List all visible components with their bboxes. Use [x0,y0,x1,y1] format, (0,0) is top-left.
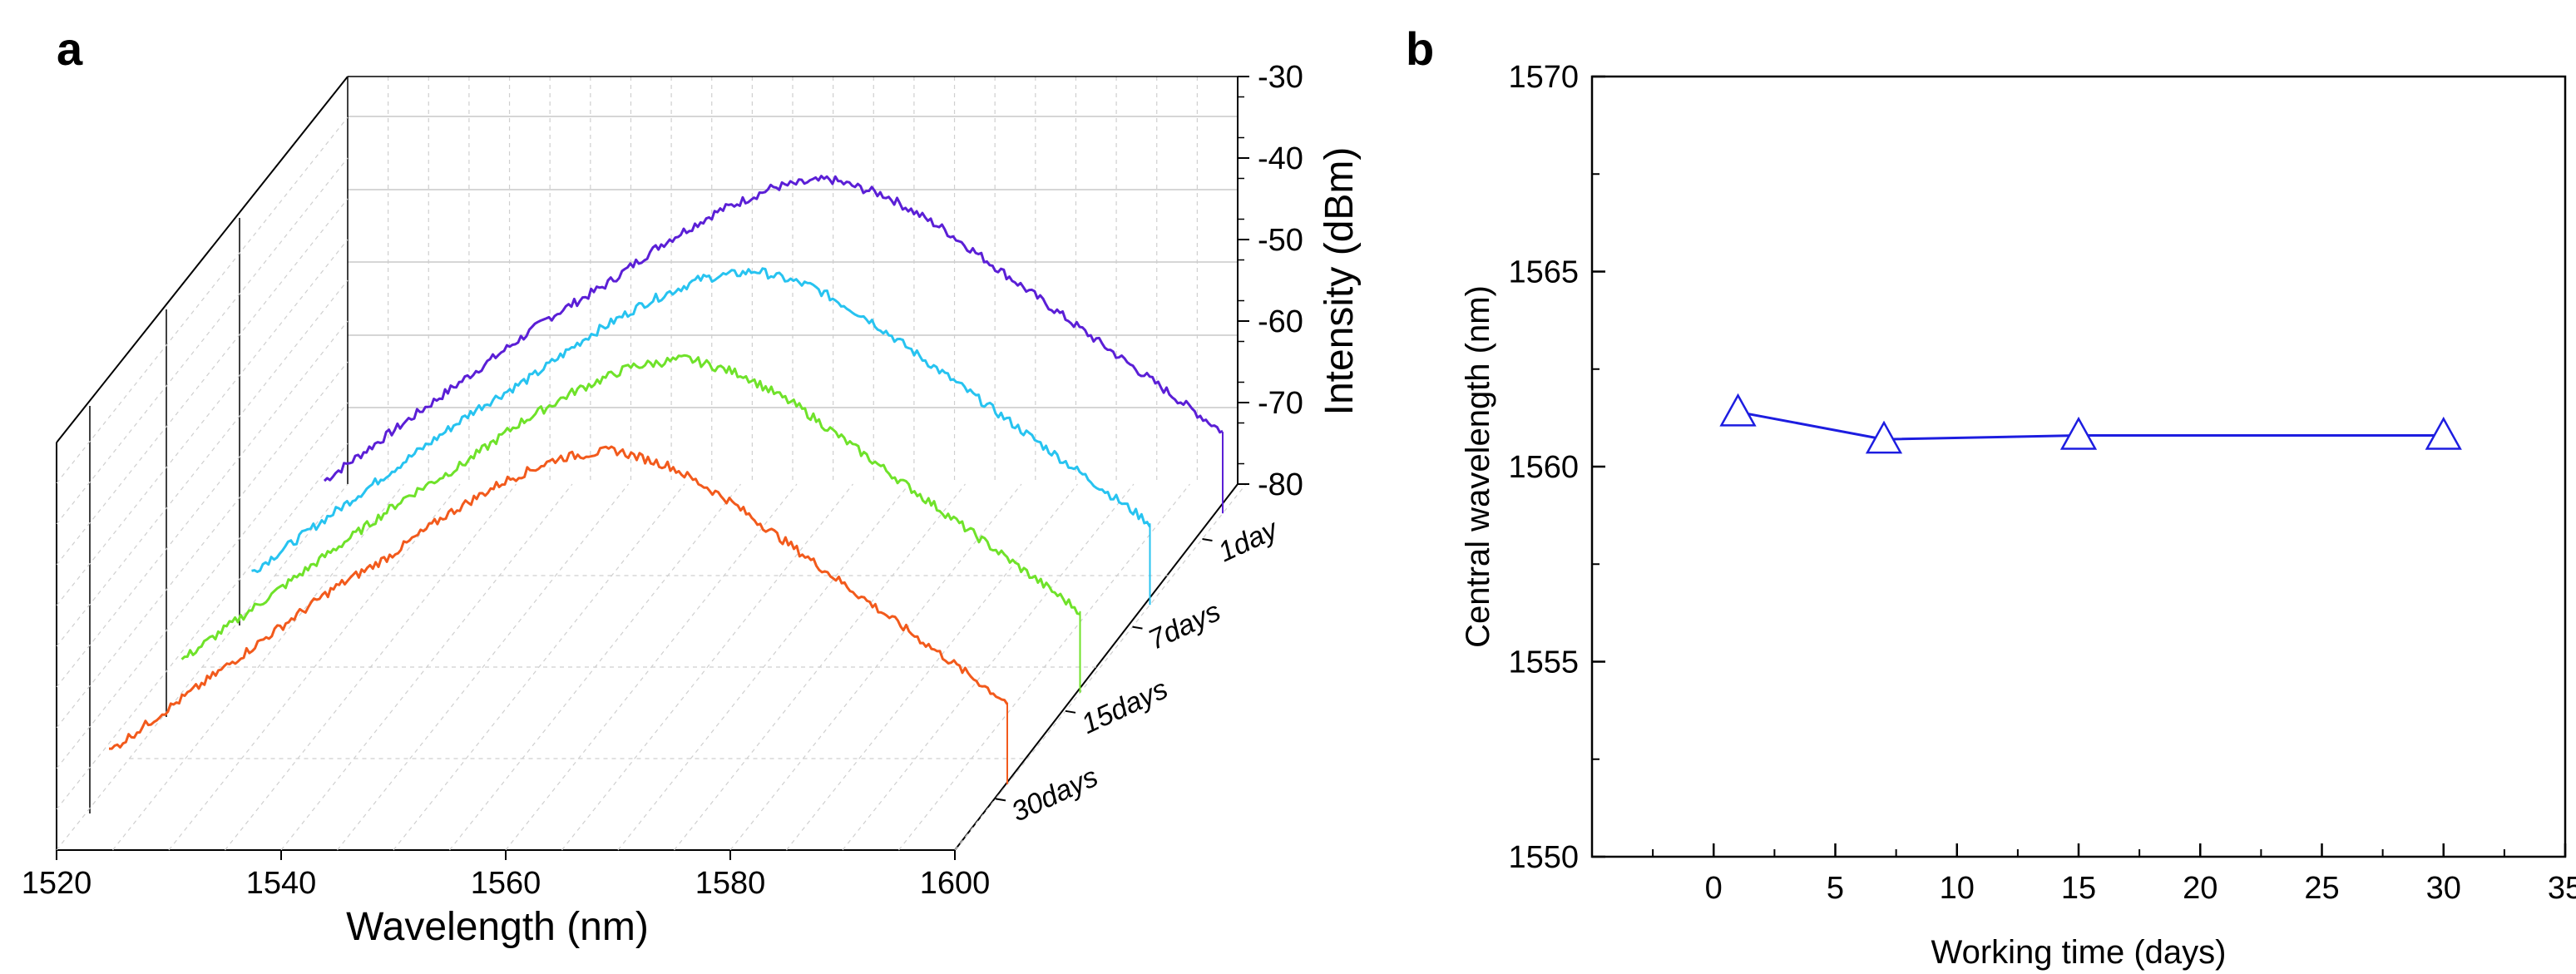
panel-a-label: a [57,22,83,75]
b-data-point [1865,420,1903,454]
x-tick-label: 1580 [695,866,766,901]
depth-label: 1day [1214,513,1284,568]
b-x-tick-label: 25 [2304,871,2339,906]
b-x-tick-label: 15 [2061,871,2096,906]
back-wall [348,76,1239,484]
b-x-tick-label: 10 [1940,871,1975,906]
b-y-tick-label: 1555 [1508,645,1579,680]
wavelength-axis: 1520 1540 1560 1580 1600 [22,850,991,901]
b-y-tick-label: 1560 [1508,450,1579,485]
spectrum-line [323,175,1224,482]
b-x-tick-label: 20 [2183,871,2218,906]
panel-b-series [1719,393,2462,454]
z-tick-label: -80 [1258,467,1303,502]
b-data-point [1719,393,1757,427]
z-tick-label: -50 [1258,223,1303,258]
working-time-axis-title: Working time (days) [1931,934,2227,971]
z-tick-label: -70 [1258,386,1303,421]
spectrum-line [180,354,1080,660]
wavelength-axis-title: Wavelength (nm) [346,905,649,949]
spectrum-line [109,445,1009,750]
depth-labels: 1day 7days 15days 30days [995,513,1284,828]
x-tick-label: 1600 [920,866,991,901]
depth-tick [1202,538,1213,541]
depth-tick [1132,625,1143,630]
depth-label: 30days [1006,761,1102,828]
central-wavelength-axis-title: Central wavelength (nm) [1460,285,1496,648]
x-tick-label: 1560 [471,866,541,901]
spectrum-30days [109,445,1009,784]
depth-tick [1065,709,1076,714]
spectrum-1day [323,175,1224,514]
panel-a-3d-spectra: a [22,22,1362,949]
panel-b-axes: 0 5 10 15 20 25 30 35 1550 1555 1560 1565 1570 [1508,60,2576,906]
left-wall [56,76,349,850]
depth-label: 7days [1144,596,1225,656]
panel-b-central-wavelength: b 0 5 10 15 20 25 30 35 1550 1555 1560 1565 1570 Wor… [1406,22,2576,971]
spectrum-15days [180,354,1081,693]
spectrum-line [251,267,1151,573]
b-x-tick-label: 0 [1705,871,1723,906]
spectra-series [109,175,1224,784]
z-tick-label: -30 [1258,60,1303,95]
b-series-line [1738,410,2444,441]
b-x-tick-label: 35 [2548,871,2576,906]
b-y-tick-label: 1565 [1508,255,1579,290]
b-data-point [2059,416,2098,450]
z-tick-label: -40 [1258,141,1303,176]
x-tick-label: 1520 [22,866,92,901]
x-tick-label: 1540 [246,866,317,901]
b-y-tick-label: 1570 [1508,60,1579,95]
b-data-point [2425,416,2462,450]
plot-frame [1590,75,2567,858]
spectrum-7days [251,267,1151,606]
b-y-tick-label: 1550 [1508,840,1579,875]
intensity-axis-title: Intensity (dBm) [1318,147,1362,416]
intensity-axis: -30 -40 -50 -60 -70 -80 [1237,60,1303,502]
panel-b-label: b [1406,22,1434,75]
b-x-tick-label: 30 [2426,871,2461,906]
b-x-tick-label: 5 [1827,871,1844,906]
depth-tick [995,798,1006,802]
z-tick-label: -60 [1258,304,1303,339]
depth-label: 15days [1076,673,1172,740]
